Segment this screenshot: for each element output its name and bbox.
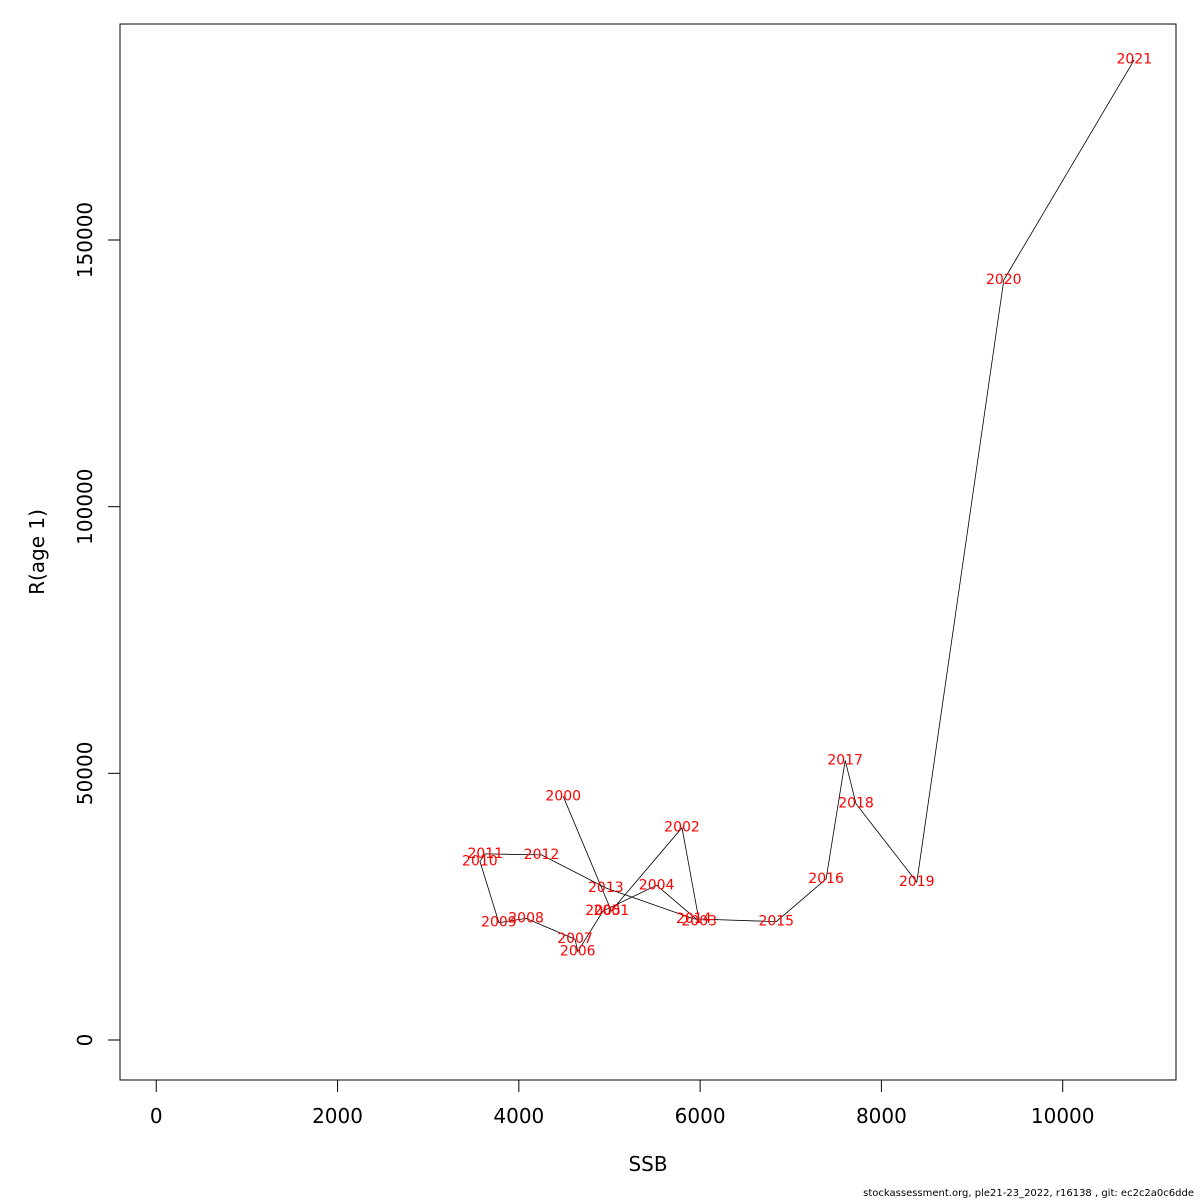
point-label-2009: 2009 xyxy=(481,915,517,931)
y-axis: 0 50000 100000 150000 xyxy=(73,202,121,1047)
plot-frame xyxy=(119,23,1177,1081)
point-label-2014: 2014 xyxy=(676,911,712,927)
point-label-2018: 2018 xyxy=(838,796,874,812)
x-tick-label-0: 0 xyxy=(150,1104,163,1128)
point-label-2005: 2005 xyxy=(585,903,621,919)
x-tick-label-4: 8000 xyxy=(856,1104,907,1128)
x-tick-label-3: 6000 xyxy=(675,1104,726,1128)
x-tick-label-5: 10000 xyxy=(1031,1104,1095,1128)
footer-note: stockassessment.org, ple21-23_2022, r161… xyxy=(863,1188,1194,1199)
point-label-2020: 2020 xyxy=(986,272,1022,288)
point-label-2017: 2017 xyxy=(827,753,863,769)
point-label-2001: 2001 xyxy=(593,903,629,919)
point-label-2016: 2016 xyxy=(808,871,844,887)
x-axis: 0 2000 4000 6000 8000 10000 xyxy=(150,1079,1095,1128)
x-axis-title: SSB xyxy=(628,1152,667,1176)
point-label-2015: 2015 xyxy=(758,914,794,930)
y-tick-label-3: 150000 xyxy=(73,202,97,278)
point-label-2021: 2021 xyxy=(1116,52,1152,68)
series-line xyxy=(479,59,1135,953)
y-tick-label-1: 50000 xyxy=(73,742,97,806)
y-tick-label-2: 100000 xyxy=(73,468,97,544)
point-label-2007: 2007 xyxy=(557,931,593,947)
point-label-2011: 2011 xyxy=(467,846,503,862)
point-label-2002: 2002 xyxy=(664,820,700,836)
point-label-2019: 2019 xyxy=(899,874,935,890)
point-label-2010: 2010 xyxy=(462,853,498,869)
point-label-2000: 2000 xyxy=(545,788,581,804)
x-tick-label-2: 4000 xyxy=(493,1104,544,1128)
point-labels: 2000200120022003200420052006200720082009… xyxy=(462,52,1152,960)
point-label-2008: 2008 xyxy=(508,910,544,926)
point-label-2006: 2006 xyxy=(560,943,596,959)
y-axis-title: R(age 1) xyxy=(25,509,49,595)
point-label-2003: 2003 xyxy=(681,914,717,930)
point-label-2004: 2004 xyxy=(639,877,675,893)
point-label-2012: 2012 xyxy=(524,847,560,863)
y-tick-label-0: 0 xyxy=(73,1034,97,1047)
x-tick-label-1: 2000 xyxy=(312,1104,363,1128)
point-label-2013: 2013 xyxy=(588,880,624,896)
